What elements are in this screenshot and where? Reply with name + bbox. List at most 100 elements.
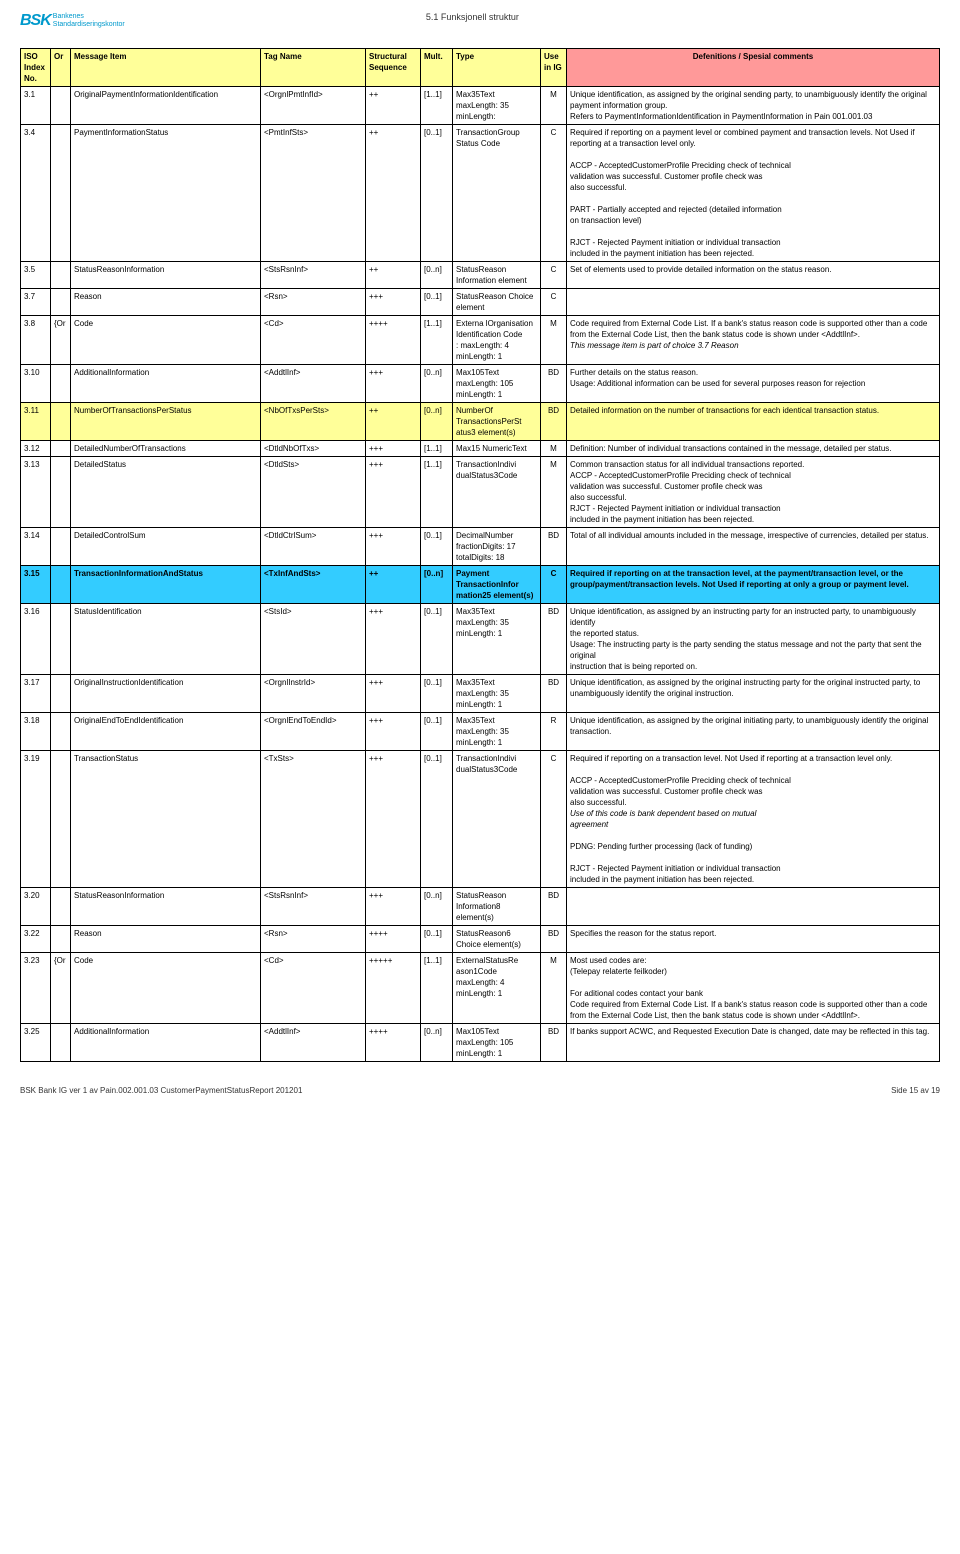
cell-use: BD [541,1024,567,1062]
cell-iso: 3.15 [21,566,51,604]
cell-use: C [541,751,567,888]
cell-type: Max105TextmaxLength: 105minLength: 1 [453,1024,541,1062]
cell-type: Max35TextmaxLength: 35minLength: 1 [453,713,541,751]
cell-def: Common transaction status for all indivi… [567,457,940,528]
cell-iso: 3.7 [21,289,51,316]
table-row: 3.20StatusReasonInformation<StsRsnInf>++… [21,888,940,926]
table-row: 3.17OriginalInstructionIdentification<Or… [21,675,940,713]
table-body: 3.1 OriginalPaymentInformationIdentificat… [21,87,940,1062]
cell-mult: [0..1] [421,675,453,713]
cell-def: Set of elements used to provide detailed… [567,262,940,289]
cell-seq: +++++ [366,953,421,1024]
cell-msg: DetailedNumberOfTransactions [71,441,261,457]
cell-def: Unique identification, as assigned by th… [567,675,940,713]
cell-tag: <OrgnlPmtInfId> [261,87,366,125]
cell-mult: [0..1] [421,926,453,953]
cell-iso: 3.1 [21,87,51,125]
cell-iso: 3.11 [21,403,51,441]
cell-seq: +++ [366,365,421,403]
cell-tag: <NbOfTxsPerSts> [261,403,366,441]
logo-text: Bankenes Standardiseringskontor [53,13,125,29]
cell-msg: StatusIdentification [71,604,261,675]
cell-use: BD [541,888,567,926]
cell-mult: [0..n] [421,566,453,604]
table-row: 3.23{OrCode<Cd>+++++[1..1]ExternalStatus… [21,953,940,1024]
table-row: 3.10AdditionalInformation<AddtlInf>+++[0… [21,365,940,403]
cell-msg: Code [71,316,261,365]
cell-tag: <Cd> [261,316,366,365]
cell-def: Required if reporting on at the transact… [567,566,940,604]
footer: BSK Bank IG ver 1 av Pain.002.001.03 Cus… [20,1086,940,1095]
cell-mult: [0..1] [421,751,453,888]
cell-seq: +++ [366,888,421,926]
cell-def: If banks support ACWC, and Requested Exe… [567,1024,940,1062]
cell-or [51,457,71,528]
cell-mult: [1..1] [421,953,453,1024]
cell-tag: <OrgnlEndToEndId> [261,713,366,751]
cell-tag: <PmtInfSts> [261,125,366,262]
cell-seq: +++ [366,713,421,751]
cell-use: BD [541,365,567,403]
cell-iso: 3.23 [21,953,51,1024]
cell-or [51,87,71,125]
cell-msg: DetailedStatus [71,457,261,528]
cell-tag: <TxInfAndSts> [261,566,366,604]
cell-def: Unique identification, as assigned by th… [567,87,940,125]
cell-msg: Code [71,953,261,1024]
cell-type: Max35TextmaxLength: 35minLength: [453,87,541,125]
cell-def: Definition: Number of individual transac… [567,441,940,457]
cell-seq: +++ [366,675,421,713]
cell-type: TransactionGroup Status Code [453,125,541,262]
cell-or [51,751,71,888]
cell-msg: StatusReasonInformation [71,262,261,289]
cell-type: Externa lOrganisation Identification Cod… [453,316,541,365]
cell-seq: +++ [366,528,421,566]
cell-use: BD [541,604,567,675]
table-row: 3.7Reason<Rsn>+++[0..1] StatusReason Cho… [21,289,940,316]
cell-use: BD [541,675,567,713]
cell-or [51,289,71,316]
cell-mult: [1..1] [421,316,453,365]
cell-seq: +++ [366,604,421,675]
cell-def: Unique identification, as assigned by an… [567,604,940,675]
cell-mult: [1..1] [421,457,453,528]
cell-seq: +++ [366,441,421,457]
cell-def: Most used codes are: (Telepay relaterte … [567,953,940,1024]
cell-or [51,441,71,457]
cell-tag: <Rsn> [261,926,366,953]
cell-tag: <StsId> [261,604,366,675]
cell-mult: [0..1] [421,604,453,675]
cell-def: Code required from External Code List. I… [567,316,940,365]
cell-iso: 3.20 [21,888,51,926]
cell-def: Detailed information on the number of tr… [567,403,940,441]
cell-or: {Or [51,316,71,365]
cell-type: TransactionIndivi dualStatus3Code [453,751,541,888]
cell-seq: ++++ [366,926,421,953]
cell-msg: OriginalPaymentInformationIdentification [71,87,261,125]
cell-msg: TransactionStatus [71,751,261,888]
table-row: 3.11NumberOfTransactionsPerStatus<NbOfTx… [21,403,940,441]
cell-use: BD [541,403,567,441]
cell-def: Further details on the status reason.Usa… [567,365,940,403]
cell-iso: 3.17 [21,675,51,713]
footer-right: Side 15 av 19 [891,1086,940,1095]
cell-iso: 3.5 [21,262,51,289]
cell-seq: ++++ [366,1024,421,1062]
cell-use: C [541,262,567,289]
col-tag: Tag Name [261,49,366,87]
cell-or [51,713,71,751]
cell-type: StatusReason Information element [453,262,541,289]
cell-def: Required if reporting on a payment level… [567,125,940,262]
cell-seq: ++ [366,403,421,441]
cell-seq: ++ [366,566,421,604]
cell-iso: 3.25 [21,1024,51,1062]
cell-msg: OriginalInstructionIdentification [71,675,261,713]
cell-mult: [0..n] [421,365,453,403]
cell-use: C [541,125,567,262]
table-row: 3.4PaymentInformationStatus<PmtInfSts>++… [21,125,940,262]
cell-mult: [1..1] [421,87,453,125]
cell-or [51,888,71,926]
cell-iso: 3.22 [21,926,51,953]
table-row: 3.13DetailedStatus<DtldSts>+++[1..1]Tran… [21,457,940,528]
table-row: 3.19TransactionStatus<TxSts>+++[0..1]Tra… [21,751,940,888]
